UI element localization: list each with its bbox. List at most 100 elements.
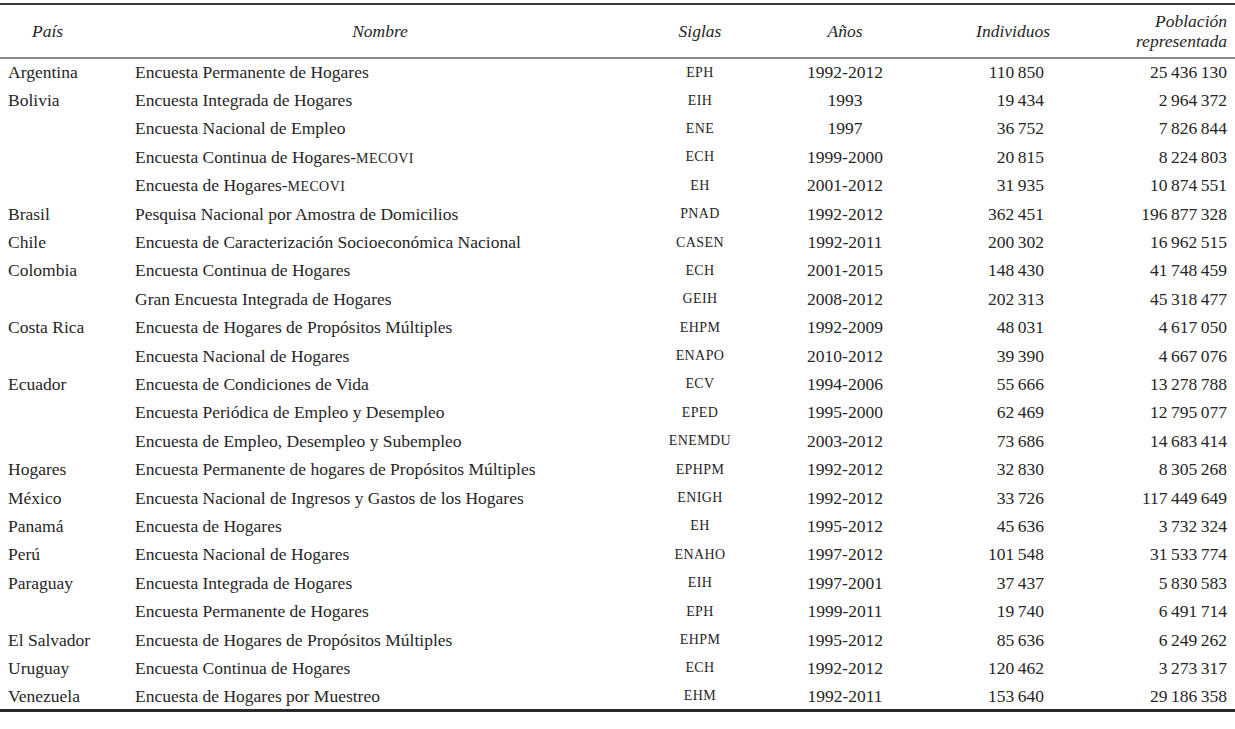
cell-poblacion: 6 491 714 <box>1060 597 1235 625</box>
column-header-anios: Años <box>775 4 915 58</box>
cell-nombre: Encuesta Permanente de hogares de Propós… <box>135 455 625 483</box>
cell-pais <box>0 172 135 200</box>
cell-pais <box>0 597 135 625</box>
cell-pais: Ecuador <box>0 370 135 398</box>
cell-individuos: 110 850 <box>915 58 1060 86</box>
cell-pais: Bolivia <box>0 86 135 114</box>
table-row: Bolivia Encuesta Integrada de Hogares EI… <box>0 86 1235 114</box>
cell-anios: 2001-2015 <box>775 257 915 285</box>
cell-anios: 1995-2012 <box>775 512 915 540</box>
table-row: Encuesta Periódica de Empleo y Desempleo… <box>0 399 1235 427</box>
cell-poblacion: 8 305 268 <box>1060 455 1235 483</box>
table-row: Panamá Encuesta de Hogares EH 1995-2012 … <box>0 512 1235 540</box>
table-row: Chile Encuesta de Caracterización Socioe… <box>0 228 1235 256</box>
cell-poblacion: 29 186 358 <box>1060 683 1235 711</box>
cell-siglas: EPED <box>625 399 775 427</box>
cell-poblacion: 5 830 583 <box>1060 569 1235 597</box>
cell-nombre: Encuesta Continua de Hogares <box>135 654 625 682</box>
cell-pais: Costa Rica <box>0 314 135 342</box>
cell-anios: 1999-2011 <box>775 597 915 625</box>
table-row: Encuesta de Empleo, Desempleo y Subemple… <box>0 427 1235 455</box>
cell-siglas: EPH <box>625 58 775 86</box>
table-body: Argentina Encuesta Permanente de Hogares… <box>0 58 1235 711</box>
cell-poblacion: 6 249 262 <box>1060 626 1235 654</box>
cell-individuos: 37 437 <box>915 569 1060 597</box>
cell-nombre: Encuesta Integrada de Hogares <box>135 86 625 114</box>
table-row: Paraguay Encuesta Integrada de Hogares E… <box>0 569 1235 597</box>
cell-nombre: Encuesta Continua de Hogares-MECOVI <box>135 143 625 171</box>
cell-nombre: Encuesta Nacional de Hogares <box>135 541 625 569</box>
cell-nombre: Encuesta de Hogares <box>135 512 625 540</box>
cell-siglas: ECH <box>625 143 775 171</box>
cell-individuos: 202 313 <box>915 285 1060 313</box>
cell-pais <box>0 342 135 370</box>
cell-pais <box>0 115 135 143</box>
cell-poblacion: 25 436 130 <box>1060 58 1235 86</box>
cell-siglas: ECH <box>625 654 775 682</box>
cell-anios: 1997 <box>775 115 915 143</box>
cell-individuos: 62 469 <box>915 399 1060 427</box>
cell-nombre: Pesquisa Nacional por Amostra de Domicil… <box>135 200 625 228</box>
cell-pais: Paraguay <box>0 569 135 597</box>
cell-pais <box>0 285 135 313</box>
table-row: Perú Encuesta Nacional de Hogares ENAHO … <box>0 541 1235 569</box>
cell-anios: 1993 <box>775 86 915 114</box>
cell-nombre: Encuesta Nacional de Ingresos y Gastos d… <box>135 484 625 512</box>
cell-siglas: EIH <box>625 86 775 114</box>
column-header-poblacion: Población representada <box>1060 4 1235 58</box>
table-row: Ecuador Encuesta de Condiciones de Vida … <box>0 370 1235 398</box>
cell-nombre: Encuesta Nacional de Hogares <box>135 342 625 370</box>
table-row: Venezuela Encuesta de Hogares por Muestr… <box>0 683 1235 711</box>
cell-nombre: Encuesta Permanente de Hogares <box>135 597 625 625</box>
cell-pais: Uruguay <box>0 654 135 682</box>
table-row: Costa Rica Encuesta de Hogares de Propós… <box>0 314 1235 342</box>
cell-individuos: 85 636 <box>915 626 1060 654</box>
cell-poblacion: 7 826 844 <box>1060 115 1235 143</box>
cell-anios: 1992-2012 <box>775 654 915 682</box>
cell-siglas: PNAD <box>625 200 775 228</box>
cell-siglas: ENAHO <box>625 541 775 569</box>
cell-poblacion: 16 962 515 <box>1060 228 1235 256</box>
cell-siglas: EH <box>625 172 775 200</box>
cell-individuos: 32 830 <box>915 455 1060 483</box>
cell-anios: 1992-2012 <box>775 58 915 86</box>
table-row: Colombia Encuesta Continua de Hogares EC… <box>0 257 1235 285</box>
cell-siglas: EPH <box>625 597 775 625</box>
cell-nombre: Encuesta Integrada de Hogares <box>135 569 625 597</box>
table-row: Argentina Encuesta Permanente de Hogares… <box>0 58 1235 86</box>
cell-pais: Brasil <box>0 200 135 228</box>
cell-individuos: 200 302 <box>915 228 1060 256</box>
column-header-individuos: Individuos <box>915 4 1060 58</box>
cell-anios: 1992-2012 <box>775 200 915 228</box>
cell-individuos: 45 636 <box>915 512 1060 540</box>
cell-pais <box>0 399 135 427</box>
cell-individuos: 36 752 <box>915 115 1060 143</box>
cell-individuos: 48 031 <box>915 314 1060 342</box>
cell-individuos: 55 666 <box>915 370 1060 398</box>
table-row: Encuesta Continua de Hogares-MECOVI ECH … <box>0 143 1235 171</box>
cell-nombre: Encuesta de Hogares-MECOVI <box>135 172 625 200</box>
cell-individuos: 73 686 <box>915 427 1060 455</box>
table-row: Encuesta Permanente de Hogares EPH 1999-… <box>0 597 1235 625</box>
table-row: Gran Encuesta Integrada de Hogares GEIH … <box>0 285 1235 313</box>
cell-poblacion: 4 667 076 <box>1060 342 1235 370</box>
cell-siglas: EHPM <box>625 314 775 342</box>
cell-individuos: 153 640 <box>915 683 1060 711</box>
cell-poblacion: 45 318 477 <box>1060 285 1235 313</box>
cell-individuos: 33 726 <box>915 484 1060 512</box>
cell-nombre: Encuesta Nacional de Empleo <box>135 115 625 143</box>
cell-anios: 2003-2012 <box>775 427 915 455</box>
cell-siglas: ENAPO <box>625 342 775 370</box>
cell-individuos: 20 815 <box>915 143 1060 171</box>
survey-table: País Nombre Siglas Años Individuos Pobla… <box>0 3 1235 712</box>
column-header-nombre: Nombre <box>135 4 625 58</box>
cell-nombre: Encuesta de Empleo, Desempleo y Subemple… <box>135 427 625 455</box>
cell-siglas: ENIGH <box>625 484 775 512</box>
cell-nombre: Gran Encuesta Integrada de Hogares <box>135 285 625 313</box>
table-row: Uruguay Encuesta Continua de Hogares ECH… <box>0 654 1235 682</box>
cell-anios: 1992-2011 <box>775 228 915 256</box>
cell-anios: 1997-2012 <box>775 541 915 569</box>
column-header-siglas: Siglas <box>625 4 775 58</box>
cell-nombre: Encuesta de Caracterización Socioeconómi… <box>135 228 625 256</box>
cell-nombre: Encuesta de Hogares de Propósitos Múltip… <box>135 626 625 654</box>
